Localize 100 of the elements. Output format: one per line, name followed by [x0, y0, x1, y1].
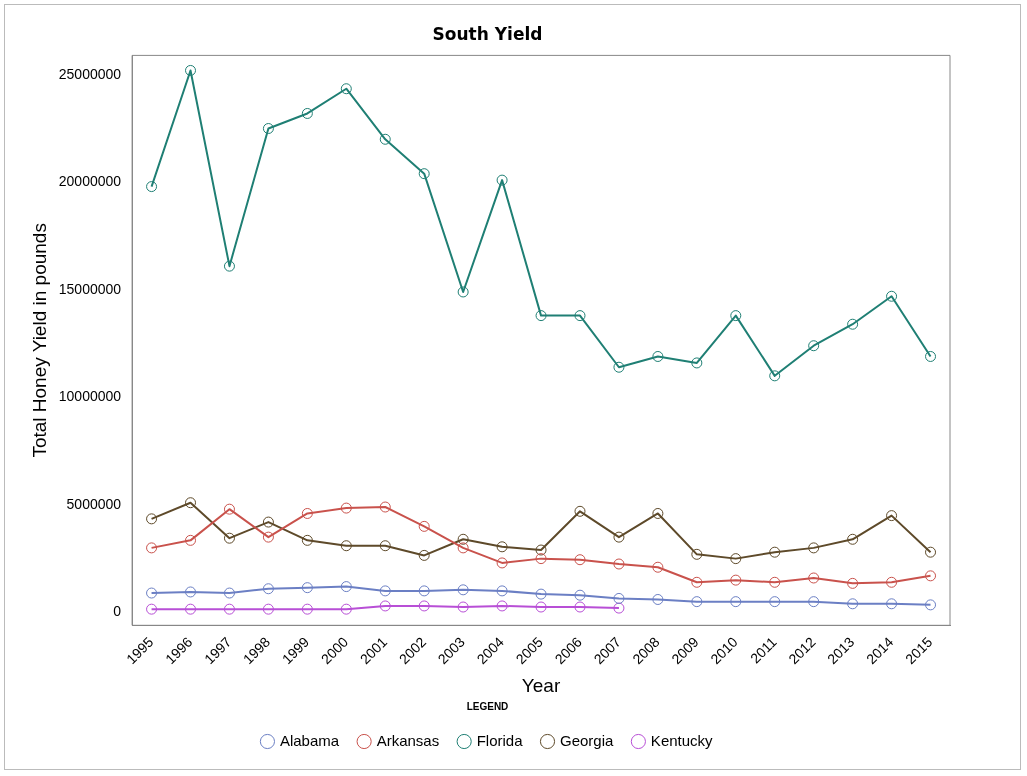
- point: [223, 503, 235, 515]
- point: [496, 557, 508, 569]
- point: [613, 602, 625, 614]
- point: [457, 601, 469, 613]
- legend-title: LEGEND: [466, 700, 509, 712]
- point: [808, 596, 820, 608]
- point: [146, 603, 158, 615]
- point: [457, 286, 469, 298]
- point: [301, 107, 313, 119]
- point: [301, 534, 313, 546]
- point: [769, 596, 781, 608]
- point: [301, 582, 313, 594]
- point: [886, 598, 898, 610]
- point: [808, 572, 820, 584]
- point: [418, 520, 430, 532]
- point: [847, 598, 859, 610]
- point: [496, 541, 508, 553]
- point: [691, 576, 703, 588]
- point: [691, 596, 703, 608]
- point: [574, 310, 586, 322]
- point: [223, 260, 235, 272]
- point: [185, 64, 197, 76]
- point: [652, 507, 664, 519]
- y-tick-label: 15000000: [58, 280, 122, 297]
- legend-label: Alabama: [279, 731, 340, 749]
- point: [457, 542, 469, 554]
- point: [418, 585, 430, 597]
- point: [457, 584, 469, 596]
- point: [652, 561, 664, 573]
- point: [730, 553, 742, 565]
- point: [613, 361, 625, 373]
- point: [185, 603, 197, 615]
- point: [379, 585, 391, 597]
- point: [691, 548, 703, 560]
- legend-label: Georgia: [560, 731, 615, 749]
- point: [262, 516, 274, 528]
- point: [301, 507, 313, 519]
- point: [769, 370, 781, 382]
- point: [223, 603, 235, 615]
- point: [185, 534, 197, 546]
- y-tick-label: 5000000: [66, 495, 122, 512]
- point: [535, 601, 547, 613]
- point: [262, 531, 274, 543]
- point: [886, 510, 898, 522]
- point: [613, 558, 625, 570]
- point: [340, 581, 352, 593]
- point: [340, 502, 352, 514]
- point: [613, 592, 625, 604]
- point: [574, 601, 586, 613]
- point: [535, 544, 547, 556]
- point: [769, 546, 781, 558]
- point: [847, 318, 859, 330]
- point: [301, 603, 313, 615]
- point: [457, 533, 469, 545]
- y-tick-label: 25000000: [58, 65, 122, 82]
- point: [146, 587, 158, 599]
- point: [652, 593, 664, 605]
- point: [146, 181, 158, 193]
- point: [185, 586, 197, 598]
- point: [691, 357, 703, 369]
- x-axis-title: Year: [521, 674, 561, 696]
- point: [496, 174, 508, 186]
- point: [652, 350, 664, 362]
- point: [925, 350, 937, 362]
- point: [574, 505, 586, 517]
- chart-title: South Yield: [432, 23, 543, 44]
- point: [847, 533, 859, 545]
- point: [730, 574, 742, 586]
- point: [379, 133, 391, 145]
- point: [925, 570, 937, 582]
- point: [340, 603, 352, 615]
- point: [730, 596, 742, 608]
- legend-label: Kentucky: [650, 731, 714, 749]
- point: [769, 576, 781, 588]
- point: [340, 83, 352, 95]
- point: [379, 600, 391, 612]
- y-axis-title: Total Honey Yield in pounds: [28, 223, 50, 458]
- y-tick-label: 20000000: [58, 173, 122, 190]
- point: [730, 310, 742, 322]
- point: [574, 554, 586, 566]
- point: [574, 589, 586, 601]
- point: [496, 600, 508, 612]
- legend-label: Arkansas: [376, 731, 440, 749]
- point: [613, 531, 625, 543]
- legend-label: Florida: [476, 731, 524, 749]
- point: [146, 513, 158, 525]
- point: [379, 540, 391, 552]
- point: [496, 585, 508, 597]
- point: [262, 583, 274, 595]
- point: [223, 532, 235, 544]
- point: [925, 546, 937, 558]
- point: [418, 168, 430, 180]
- point: [185, 497, 197, 509]
- point: [808, 542, 820, 554]
- point: [886, 576, 898, 588]
- point: [418, 600, 430, 612]
- point: [340, 540, 352, 552]
- y-tick-label: 10000000: [58, 388, 122, 405]
- point: [886, 290, 898, 302]
- point: [535, 310, 547, 322]
